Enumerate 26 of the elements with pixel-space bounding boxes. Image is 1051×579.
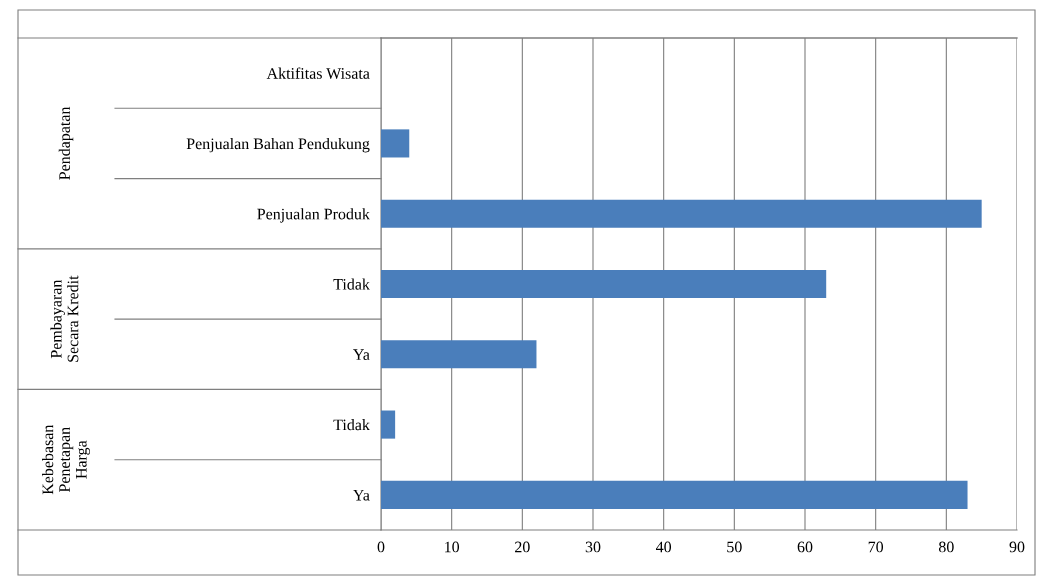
bar — [381, 480, 968, 509]
x-tick-label: 90 — [1009, 541, 1025, 553]
y-tick-label: Tidak — [333, 278, 370, 290]
bar — [381, 410, 396, 439]
x-tick-label: 10 — [445, 541, 460, 553]
y-tick-label: Ya — [353, 349, 370, 360]
x-tick-label: 40 — [655, 541, 672, 553]
y-tick-label: Aktifitas Wisata — [266, 67, 370, 79]
x-tick-label: 20 — [515, 541, 530, 553]
bar — [381, 269, 827, 299]
x-tick-label: 30 — [585, 541, 601, 553]
bar — [381, 129, 410, 158]
text: Pendapatan — [58, 106, 74, 180]
text: Pembayaran Secara Kredit — [50, 275, 79, 362]
x-tick-label: 70 — [868, 541, 884, 553]
y-tick-label: Penjualan Produk — [257, 208, 370, 223]
bar — [381, 340, 537, 369]
x-tick-label: 60 — [797, 541, 813, 553]
bar — [381, 199, 982, 228]
y-tick-label: Penjualan Bahan Pendukung — [186, 137, 370, 153]
x-tick-label: 0 — [377, 541, 385, 553]
text: Kebebasan Penetapan Harga — [42, 424, 90, 495]
x-tick-label: 80 — [938, 541, 954, 553]
y-tick-label: Tidak — [333, 419, 370, 431]
x-tick-label: 50 — [727, 541, 742, 553]
y-tick-label: Ya — [353, 489, 370, 501]
